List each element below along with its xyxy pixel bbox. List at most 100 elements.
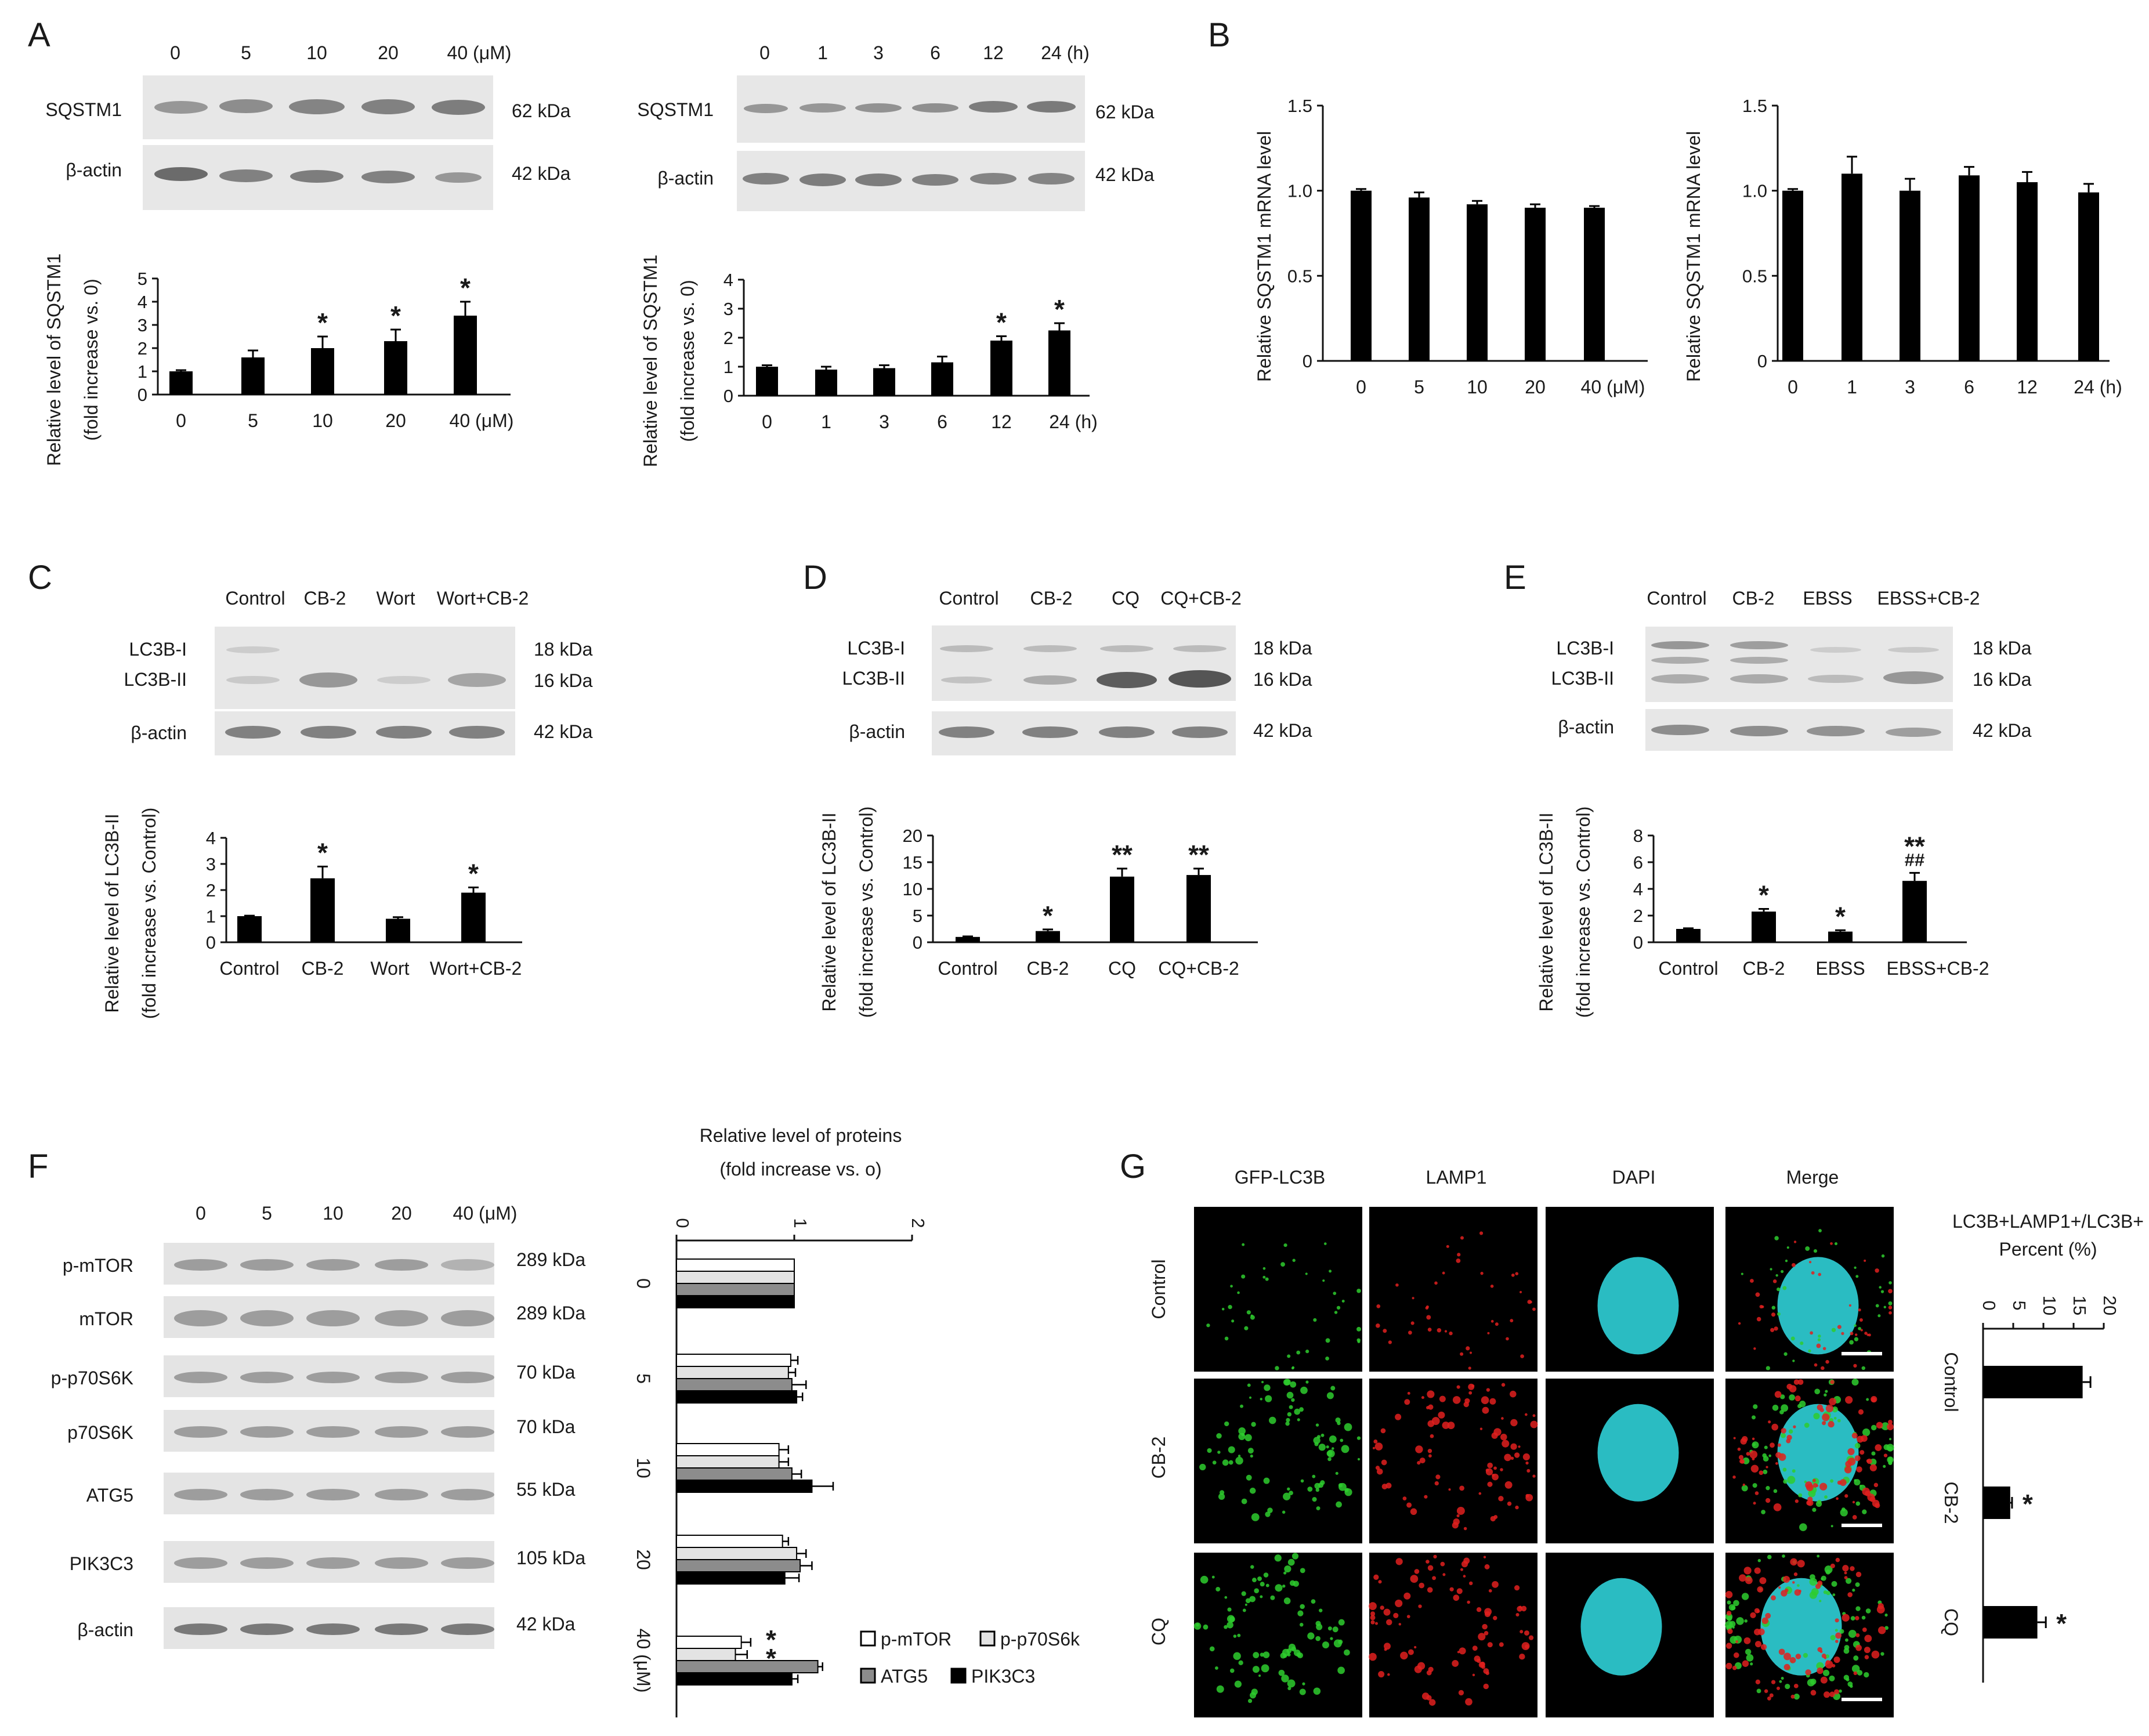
puncta xyxy=(1344,1423,1352,1431)
blot-band xyxy=(1651,725,1709,735)
puncta xyxy=(1457,1651,1460,1654)
puncta xyxy=(1805,1481,1813,1489)
puncta xyxy=(1794,1589,1801,1596)
x-tick-label: EBSS+CB-2 xyxy=(1887,958,1989,979)
puncta xyxy=(1250,1565,1254,1569)
kda-label: 105 kDa xyxy=(516,1547,585,1568)
puncta xyxy=(1476,1658,1481,1663)
puncta xyxy=(1842,1614,1850,1622)
puncta xyxy=(1305,1350,1309,1354)
kda-label: 62 kDa xyxy=(512,100,571,121)
lane-label: 40 (μM) xyxy=(447,42,512,63)
puncta xyxy=(1218,1493,1225,1500)
puncta xyxy=(1777,1287,1781,1292)
puncta xyxy=(1825,1654,1829,1658)
puncta xyxy=(1395,1599,1403,1607)
puncta xyxy=(1853,1364,1857,1368)
puncta xyxy=(1739,1574,1746,1582)
puncta xyxy=(1442,1573,1446,1576)
puncta xyxy=(1510,1319,1514,1323)
puncta xyxy=(1830,1380,1835,1384)
puncta xyxy=(1749,1451,1758,1459)
puncta xyxy=(1887,1456,1894,1463)
puncta xyxy=(1781,1433,1786,1438)
blot-band xyxy=(1097,672,1157,688)
puncta xyxy=(1829,1675,1835,1681)
puncta xyxy=(1525,1461,1529,1465)
puncta xyxy=(1375,1466,1380,1470)
puncta xyxy=(1326,1445,1329,1449)
x-tick-label: Wort+CB-2 xyxy=(430,958,522,979)
puncta xyxy=(1449,1331,1453,1336)
puncta xyxy=(1472,1673,1475,1677)
puncta xyxy=(1307,1487,1313,1492)
puncta xyxy=(1525,1413,1528,1416)
puncta xyxy=(1866,1398,1869,1401)
puncta xyxy=(1227,1607,1232,1612)
puncta xyxy=(1251,1578,1257,1583)
puncta xyxy=(1845,1578,1852,1584)
bar xyxy=(956,936,980,942)
puncta xyxy=(1864,1634,1872,1643)
puncta xyxy=(1376,1323,1380,1328)
y-tick-label: 15 xyxy=(903,852,922,873)
x-tick-label: 2 xyxy=(908,1218,928,1228)
puncta xyxy=(1781,1590,1788,1597)
puncta xyxy=(1819,1482,1828,1491)
puncta xyxy=(1742,1483,1745,1487)
puncta xyxy=(1404,1399,1410,1405)
puncta xyxy=(1811,1271,1815,1275)
puncta xyxy=(1286,1417,1290,1423)
puncta xyxy=(1383,1608,1391,1616)
puncta xyxy=(1506,1337,1509,1341)
puncta xyxy=(1761,1617,1768,1625)
bar xyxy=(676,1648,736,1661)
puncta xyxy=(1771,1423,1778,1431)
puncta xyxy=(1510,1419,1518,1427)
puncta xyxy=(1487,1462,1493,1469)
puncta xyxy=(1519,1605,1522,1609)
kda-label: 18 kDa xyxy=(1973,638,2032,659)
puncta xyxy=(1853,1671,1858,1676)
puncta xyxy=(1287,1686,1291,1691)
legend-swatch xyxy=(860,1668,876,1684)
puncta xyxy=(1781,1428,1786,1434)
chart-title: Relative level of proteins xyxy=(700,1125,902,1146)
puncta xyxy=(1374,1442,1383,1451)
protein-label: p-mTOR xyxy=(63,1255,133,1276)
puncta xyxy=(1862,1428,1871,1437)
puncta xyxy=(1790,1336,1795,1341)
puncta xyxy=(1244,1603,1247,1606)
puncta xyxy=(1244,1434,1252,1441)
puncta xyxy=(1247,1698,1253,1704)
blot-band xyxy=(174,1372,227,1383)
y-tick-label: CB-2 xyxy=(1941,1482,1962,1524)
y-tick-label: 0 xyxy=(633,1278,654,1289)
panel-label-d: D xyxy=(803,559,827,596)
y-tick-label: 0 xyxy=(1303,351,1312,371)
puncta xyxy=(1373,1440,1378,1444)
x-tick-label: 40 (μM) xyxy=(450,410,514,431)
blot-band xyxy=(448,673,506,687)
puncta xyxy=(1478,1633,1486,1641)
blot-band xyxy=(1172,726,1228,738)
puncta xyxy=(1810,1331,1814,1335)
puncta xyxy=(1287,1558,1295,1566)
kda-label: 42 kDa xyxy=(512,163,571,184)
y-axis-label: (fold increase vs. Control) xyxy=(856,806,877,1018)
protein-label: β-actin xyxy=(77,1619,133,1640)
puncta xyxy=(1250,1692,1256,1699)
y-tick-label: 2 xyxy=(723,328,733,348)
puncta xyxy=(1263,1477,1270,1484)
bar xyxy=(676,1455,780,1469)
puncta xyxy=(1487,1332,1490,1334)
puncta xyxy=(1519,1653,1525,1660)
bar xyxy=(815,370,837,396)
puncta xyxy=(1839,1629,1844,1634)
puncta xyxy=(1315,1488,1320,1492)
puncta xyxy=(1426,1315,1431,1320)
blot-membrane xyxy=(737,151,1085,211)
y-tick-label: 4 xyxy=(206,828,216,848)
puncta xyxy=(1798,1493,1803,1498)
puncta xyxy=(1854,1266,1857,1270)
